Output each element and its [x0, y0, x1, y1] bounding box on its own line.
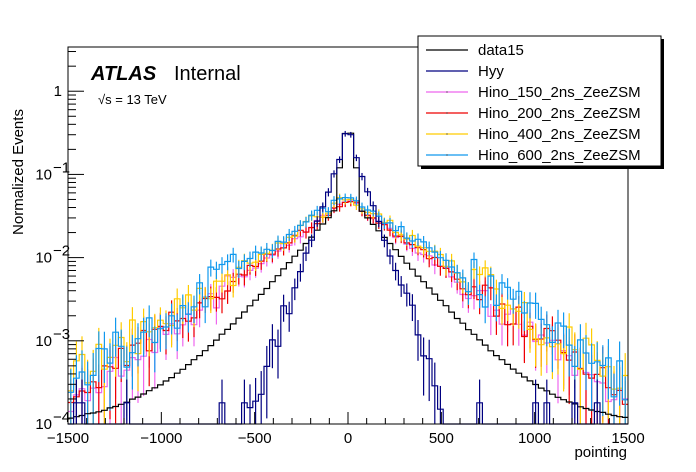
series-data15: [68, 132, 628, 419]
legend-box: [417, 35, 662, 167]
x-tick-label: −1500: [47, 430, 89, 447]
y-axis-label: Normalized Events: [10, 109, 27, 235]
legend-label: Hino_600_2ns_ZeeZSM: [478, 147, 641, 164]
x-tick-label: −1000: [140, 430, 182, 447]
y-tick-exponent: −2: [53, 243, 70, 260]
series-Hyy: [68, 130, 628, 425]
series-layer: [68, 130, 628, 425]
histogram-line: [68, 197, 628, 401]
histogram-line: [68, 133, 628, 425]
y-tick-exponent: −3: [53, 326, 70, 343]
y-tick-exponent: −1: [53, 159, 70, 176]
x-tick-label: 500: [429, 430, 454, 447]
y-tick-label: 10: [35, 333, 52, 350]
x-tick-label: 1000: [518, 430, 551, 447]
x-axis: −1500 −1000 −500 0 500 1000 1500: [47, 412, 645, 447]
legend-label: Hyy: [478, 63, 504, 80]
atlas-label: ATLAS: [90, 63, 157, 85]
energy-label: √s = 13 TeV: [98, 92, 167, 107]
y-tick-label: 1: [54, 83, 62, 100]
histogram-line: [68, 132, 628, 419]
sqrt-s: √s: [98, 92, 112, 107]
x-tick-label: −500: [238, 430, 272, 447]
energy-value: = 13 TeV: [112, 92, 167, 107]
legend: data15 Hyy Hino_150_2ns_ZeeZSM Hino_200_2ns…: [417, 35, 664, 169]
histogram-line: [68, 200, 628, 413]
y-axis: 10 −410 −310 −210 −11: [35, 51, 84, 433]
y-tick-exponent: −4: [53, 409, 70, 426]
x-tick-label: 0: [344, 430, 352, 447]
y-tick-label: 10: [35, 250, 52, 267]
y-tick-label: 10: [35, 416, 52, 433]
legend-label: Hino_400_2ns_ZeeZSM: [478, 126, 641, 143]
y-tick-label: 10: [35, 166, 52, 183]
legend-label: Hino_150_2ns_ZeeZSM: [478, 84, 641, 101]
legend-label: data15: [478, 42, 524, 59]
x-axis-label: pointing: [574, 444, 627, 461]
histogram-line: [68, 201, 628, 405]
x-tick-label: 1500: [611, 430, 644, 447]
legend-label: Hino_200_2ns_ZeeZSM: [478, 105, 641, 122]
histogram-line: [68, 197, 628, 392]
internal-label: Internal: [174, 63, 241, 85]
